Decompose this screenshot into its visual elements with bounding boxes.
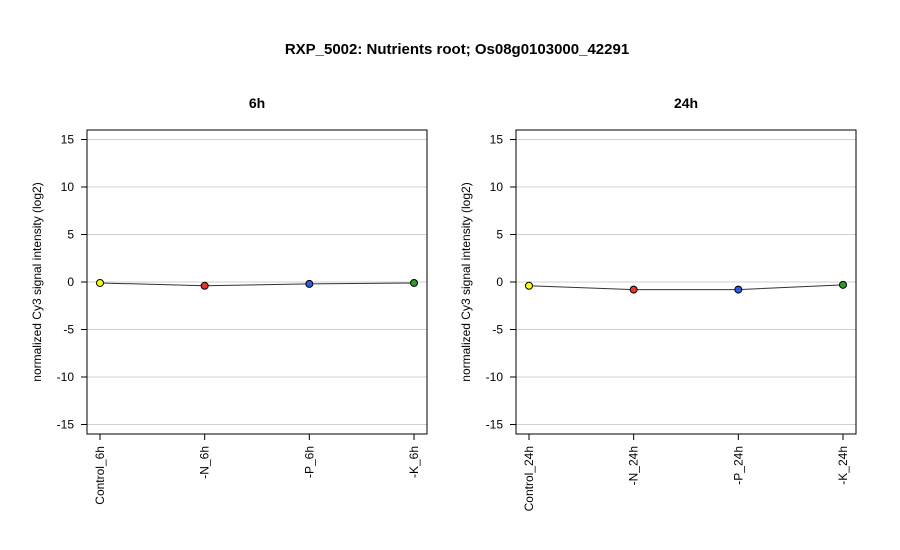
y-tick-label: -10: [486, 370, 504, 384]
data-point: [734, 285, 743, 294]
y-tick-label: 10: [490, 180, 504, 194]
y-tick-label: 5: [67, 228, 74, 242]
x-tick-label: -P_6h: [302, 446, 316, 478]
data-point: [525, 281, 533, 290]
y-tick-label: 10: [61, 180, 75, 194]
x-tick-label: Control_6h: [93, 446, 107, 505]
data-point: [305, 279, 314, 288]
y-axis-label: normalized Cy3 signal intensity (log2): [30, 182, 44, 381]
panel-title: 24h: [674, 95, 698, 111]
y-tick-label: -5: [63, 323, 74, 337]
x-tick-label: Control_24h: [522, 446, 536, 511]
y-tick-label: 5: [496, 228, 503, 242]
data-point: [410, 278, 418, 287]
x-tick-label: -N_6h: [198, 446, 212, 479]
plot-frame: [515, 129, 857, 435]
y-tick-label: -10: [57, 370, 75, 384]
y-tick-label: -15: [486, 418, 504, 432]
chart-panel-2: 24h -15 -10 -5 0 5 10 15 normalized Cy3 signal i…: [459, 95, 857, 511]
chart-main-title: RXP_5002: Nutrients root; Os08g0103000_4…: [285, 41, 629, 58]
y-tick-label: 0: [67, 275, 74, 289]
data-point: [839, 280, 847, 289]
x-tick-label: -K_24h: [836, 446, 850, 485]
plot-frame: [86, 129, 428, 435]
panel-title: 6h: [249, 95, 265, 111]
y-tick-label: 15: [61, 133, 75, 147]
data-point: [200, 281, 209, 290]
y-tick-label: -5: [492, 323, 503, 337]
x-tick-label: -N_24h: [627, 446, 641, 485]
y-tick-label: 15: [490, 133, 504, 147]
y-tick-label: -15: [57, 418, 75, 432]
y-tick-label: 0: [496, 275, 503, 289]
x-tick-label: -P_24h: [731, 446, 745, 485]
chart-panel-1: 6h -15 -10 -5 0 5 10 15 normalized Cy3 signal in…: [30, 95, 428, 505]
data-point: [629, 285, 638, 294]
chart-panels: 6h -15 -10 -5 0 5 10 15 normalized Cy3 signal in…: [30, 95, 857, 511]
series-line: [528, 284, 844, 291]
data-point: [96, 278, 104, 287]
y-axis-label: normalized Cy3 signal intensity (log2): [459, 182, 473, 381]
x-tick-label: -K_6h: [407, 446, 421, 478]
series-line: [99, 282, 415, 287]
